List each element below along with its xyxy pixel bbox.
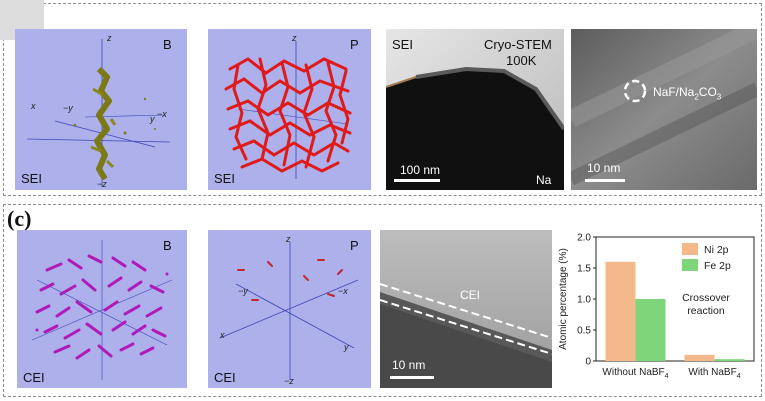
sei-p-render — [224, 41, 352, 179]
cei-p-axis-neg-x: −x — [338, 286, 348, 296]
stem-scale-label: 100 nm — [400, 163, 441, 177]
hrtem-scale-label: 10 nm — [587, 161, 621, 175]
legend-swatch — [682, 243, 698, 255]
stem-sei-label: SEI — [392, 37, 413, 52]
hrtem-image — [571, 29, 757, 190]
cei-b-tile: B CEI — [17, 230, 187, 388]
y-tick-label: 1.5 — [577, 264, 591, 275]
stem-temperature: 100K — [506, 53, 537, 68]
stem-scale-bar — [394, 179, 440, 182]
panel-c-label: (c) — [7, 206, 32, 231]
sei-b-corner-label: B — [163, 37, 172, 52]
legend-swatch — [682, 259, 698, 271]
cei-p-corner-label: P — [350, 238, 359, 253]
cei-p-axis-neg-y: −y — [238, 286, 248, 296]
x-category-label: With NaBF4 — [688, 367, 740, 380]
cei-p-tile: z −y −x x y −z P CEI — [208, 230, 371, 388]
panel-b-frame — [3, 3, 762, 196]
sei-b-bottom-label: SEI — [21, 171, 42, 186]
sei-b-axis-neg-x: −x — [157, 109, 167, 119]
sei-b-axis-x: x — [31, 101, 36, 111]
cei-p-axis-z: z — [286, 234, 291, 244]
sei-b-axis-y: y — [150, 114, 155, 124]
y-tick-label: 0.5 — [577, 326, 591, 337]
legend-label: Fe 2p — [704, 260, 731, 272]
stem-na-label: Na — [536, 173, 552, 187]
stem-title: Cryo-STEM — [484, 37, 552, 52]
cryo-stem-image — [386, 29, 564, 190]
bar-fe-2p-1 — [714, 359, 745, 361]
sei-b-axis-z: z — [107, 33, 112, 43]
cei-b-corner-label: B — [163, 238, 172, 253]
bar-ni-2p-1 — [684, 354, 715, 361]
cei-p-axis-x: x — [220, 330, 225, 340]
panel-c-frame — [3, 204, 762, 397]
y-axis-label: Atomic percentage (%) — [558, 248, 569, 350]
cei-tem-tile: CEI 10 nm — [380, 230, 552, 388]
cei-p-axis-neg-z: −z — [284, 376, 294, 386]
cei-p-axis-y: y — [344, 342, 349, 352]
cei-p-bottom-label: CEI — [214, 370, 236, 385]
sei-b-render — [26, 39, 171, 187]
chart-svg: 0 0.5 1.0 1.5 2.0 Atomic percentage (%) Withou… — [558, 233, 755, 380]
cei-tem-label: CEI — [460, 288, 481, 302]
sei-p-corner-label: P — [350, 37, 359, 52]
sei-p-axis-z: z — [292, 33, 297, 43]
cei-b-bottom-label: CEI — [23, 370, 45, 385]
cei-b-render — [31, 240, 173, 380]
sei-b-tile: z x −y y −x −z B SEI — [15, 29, 187, 190]
atomic-percentage-chart: 0 0.5 1.0 1.5 2.0 Atomic percentage (%) Withou… — [554, 229, 760, 387]
sei-p-bottom-label: SEI — [214, 171, 235, 186]
y-tick-label: 1.0 — [577, 295, 591, 306]
chart-annotation: Crossover — [682, 292, 730, 304]
cei-tem-scale-bar — [390, 376, 434, 379]
bar-ni-2p-0 — [605, 261, 636, 361]
legend-label: Ni 2p — [704, 244, 729, 256]
cei-tem-scale-label: 10 nm — [392, 358, 426, 372]
hrtem-tile: NaF/Na2CO3 10 nm — [571, 29, 757, 190]
cei-p-render — [219, 242, 359, 380]
y-tick-label: 0 — [585, 357, 591, 368]
hrtem-annotation: NaF/Na2CO3 — [653, 85, 722, 102]
cei-tem-image — [380, 230, 552, 388]
sei-p-tile: z P SEI — [208, 29, 371, 190]
cryo-stem-tile: SEI Cryo-STEM 100K 100 nm Na — [386, 29, 564, 190]
sei-b-axis-neg-z: −z — [97, 179, 107, 189]
sei-b-axis-neg-y: −y — [63, 103, 73, 113]
hrtem-scale-bar — [585, 179, 625, 182]
y-tick-label: 2.0 — [577, 233, 591, 244]
bar-fe-2p-0 — [635, 299, 666, 361]
x-category-label: Without NaBF4 — [602, 367, 668, 380]
chart-annotation: reaction — [687, 305, 725, 317]
